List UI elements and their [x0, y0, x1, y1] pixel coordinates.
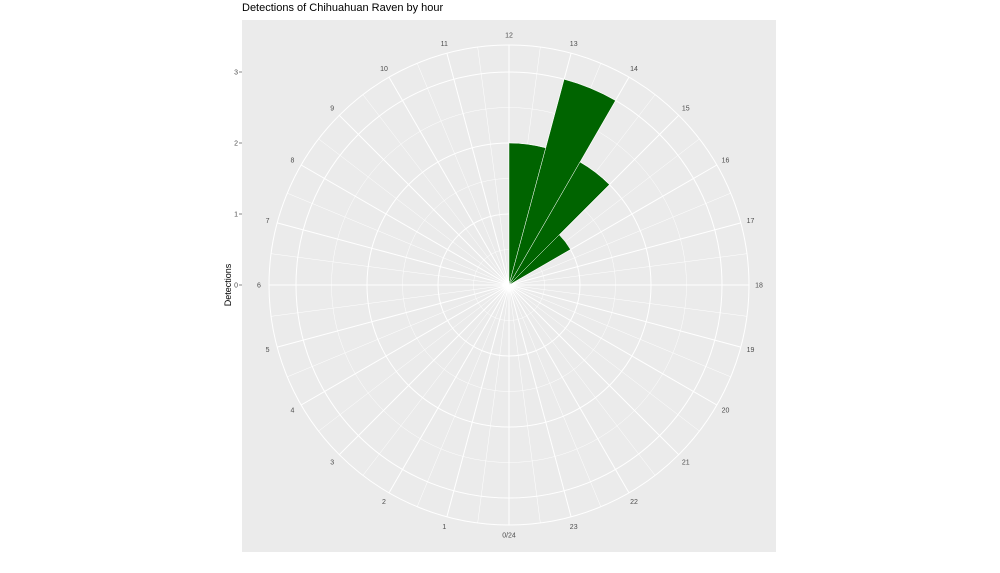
hour-label: 2: [382, 499, 386, 506]
hour-label: 13: [570, 41, 578, 48]
grid-spoke-major: [300, 284, 510, 406]
grid-spoke-minor: [508, 284, 541, 523]
grid-spoke-minor: [508, 284, 700, 432]
hour-label: 1: [442, 524, 446, 531]
grid-spoke-minor: [508, 284, 602, 507]
grid-spoke-major: [508, 284, 680, 456]
grid-spoke-minor: [271, 253, 510, 286]
hour-label: 8: [291, 158, 295, 165]
hour-label: 12: [505, 33, 513, 40]
grid-spoke-major: [388, 284, 510, 494]
y-tick-label: 1: [234, 212, 238, 219]
grid-spoke-minor: [271, 284, 510, 317]
hour-label: 6: [257, 283, 261, 290]
chart-title: Detections of Chihuahuan Raven by hour: [242, 2, 444, 14]
hour-label: 4: [291, 408, 295, 415]
y-axis-label: Detections: [223, 263, 233, 306]
grid-spoke-major: [277, 222, 510, 286]
y-tick-label: 3: [234, 70, 238, 77]
grid-layer: [268, 44, 750, 526]
bar-hour-13: [508, 78, 616, 286]
grid-spoke-major: [446, 53, 510, 286]
hour-label: 20: [722, 408, 730, 415]
hour-label: 7: [266, 218, 270, 225]
grid-spoke-minor: [477, 47, 510, 286]
grid-spoke-minor: [416, 284, 510, 507]
y-axis: 0 1 2 3: [234, 70, 242, 290]
grid-spoke-minor: [287, 284, 510, 378]
hour-label: 23: [570, 524, 578, 531]
hour-label: 14: [630, 66, 638, 73]
grid-spoke-major: [300, 164, 510, 286]
grid-spoke-major: [508, 284, 718, 406]
hour-label: 18: [755, 283, 763, 290]
grid-spoke-major: [508, 284, 741, 348]
grid-spoke-major: [338, 114, 510, 286]
bar-hour-14: [508, 161, 610, 286]
grid-spoke-major: [508, 284, 572, 517]
grid-spoke-minor: [287, 192, 510, 286]
hour-label: 19: [747, 347, 755, 354]
grid-spoke-minor: [362, 284, 510, 476]
hour-label: 21: [682, 459, 690, 466]
hour-label: 15: [682, 106, 690, 113]
hour-label: 16: [722, 158, 730, 165]
grid-spoke-minor: [508, 192, 731, 286]
labels-layer: 0/24123456789101112131415161718192021222…: [257, 33, 763, 540]
hour-label: 3: [330, 459, 334, 466]
grid-spoke-minor: [508, 284, 731, 378]
hour-label: 22: [630, 499, 638, 506]
grid-spoke-major: [508, 222, 741, 286]
grid-spoke-major: [508, 284, 630, 494]
grid-spoke-minor: [508, 284, 747, 317]
hour-label: 10: [380, 66, 388, 73]
hour-label: 5: [266, 347, 270, 354]
grid-spoke-minor: [362, 94, 510, 286]
grid-spoke-major: [338, 284, 510, 456]
grid-spoke-major: [277, 284, 510, 348]
y-tick-label: 0: [234, 283, 238, 290]
bar-hour-15: [508, 234, 571, 286]
grid-spoke-minor: [508, 284, 656, 476]
grid-spoke-minor: [318, 138, 510, 286]
y-tick-label: 2: [234, 141, 238, 148]
grid-spoke-minor: [416, 63, 510, 286]
hour-label: 11: [441, 41, 448, 48]
hour-label: 0/24: [502, 533, 516, 540]
bars-layer: [508, 78, 616, 286]
grid-spoke-minor: [508, 253, 747, 286]
grid-spoke-minor: [318, 284, 510, 432]
hour-label: 17: [747, 218, 755, 225]
grid-spoke-major: [446, 284, 510, 517]
hour-label: 9: [330, 106, 334, 113]
grid-spoke-minor: [477, 284, 510, 523]
grid-spoke-major: [388, 76, 510, 286]
